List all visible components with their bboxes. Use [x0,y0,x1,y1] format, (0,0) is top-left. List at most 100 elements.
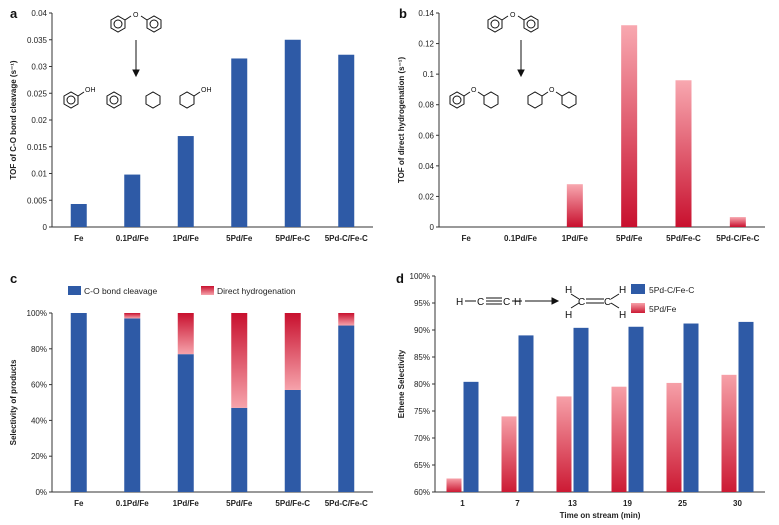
c-ytick-label: 20% [31,452,47,461]
chem-label-d-c2: C [503,297,510,308]
d-category-label: 25 [678,499,687,508]
b-category-label: 1Pd/Fe [562,234,589,243]
a-category-label: Fe [74,234,84,243]
chem-label-d-h1: H [456,297,463,308]
c-ytick-label: 100% [27,309,47,318]
d-bar-5pd-c-fe-c [738,321,754,492]
c-bar-hydrogenation-segment [284,313,301,390]
d-legend-swatch-5pd-c-fe-c [631,284,645,294]
d-bar-5pd-c-fe-c [628,326,644,492]
a-bar-cleavage [177,136,194,227]
a-ytick-label: 0.04 [31,9,47,18]
chem-label-a-o: O [133,12,139,19]
chem-label-b-o1: O [510,12,516,19]
a-y-axis-title: TOF of C-O bond cleavage (s⁻¹) [9,60,18,180]
panel-label-a: a [10,6,18,21]
a-bar-cleavage [124,174,141,227]
c-ytick-label: 40% [31,416,47,425]
c-bar-cleavage-segment [70,313,87,492]
a-ytick-label: 0.035 [27,36,48,45]
a-category-label: 0.1Pd/Fe [116,234,149,243]
d-bar-5pd-fe [446,478,462,492]
b-category-label: 5Pd/Fe [616,234,643,243]
c-bar-cleavage-segment [231,407,248,492]
d-bar-5pd-fe [666,382,682,492]
c-bar-hydrogenation-segment [177,313,194,355]
d-x-axis-title: Time on stream (min) [560,511,641,520]
b-ytick-label: 0.1 [423,70,435,79]
b-ytick-label: 0.04 [418,162,434,171]
c-bar-hydrogenation-segment [231,313,248,408]
c-ytick-label: 60% [31,381,47,390]
b-bar-hydrogenation [566,184,583,227]
c-ytick-label: 0% [35,488,47,497]
d-category-label: 30 [733,499,742,508]
b-y-axis-title: TOF of direct hydrogenation (s⁻¹) [397,57,406,184]
a-ytick-label: 0.005 [27,196,48,205]
a-ytick-label: 0 [43,223,48,232]
c-bar-hydrogenation-segment [338,313,355,326]
a-bar-cleavage [338,54,355,228]
chem-label-d-h5: H [619,285,626,296]
b-category-label: 5Pd-C/Fe-C [716,234,759,243]
d-bar-5pd-c-fe-c [518,335,534,492]
chem-label-d-c4: C [604,297,611,308]
c-bar-cleavage-segment [124,318,141,492]
c-bar-cleavage-segment [284,389,301,492]
a-category-label: 5Pd/Fe-C [275,234,310,243]
a-category-label: 5Pd-C/Fe-C [325,234,368,243]
d-category-label: 7 [515,499,520,508]
b-bar-hydrogenation [621,25,638,227]
c-ytick-label: 80% [31,345,47,354]
b-category-label: 5Pd/Fe-C [666,234,701,243]
d-category-label: 19 [623,499,632,508]
d-bar-5pd-fe [721,374,737,492]
d-bar-5pd-fe [611,386,627,492]
d-ytick-label: 90% [414,326,430,335]
chem-label-b-o3: O [549,87,555,94]
chart-panel-d: 60% 65% 70% 75% 80% 85% 90% 95% 100% 1 7 13 19 25 30 Et… [397,272,765,520]
b-category-label: 0.1Pd/Fe [504,234,537,243]
d-category-label: 13 [568,499,577,508]
b-ytick-label: 0.14 [418,9,434,18]
a-category-label: 5Pd/Fe [226,234,253,243]
b-ytick-label: 0.06 [418,131,434,140]
a-bar-cleavage [284,39,301,227]
d-bar-5pd-c-fe-c [683,323,699,492]
chem-label-d-c3: C [578,297,585,308]
reaction-scheme-b [449,15,577,109]
a-ytick-label: 0.015 [27,143,48,152]
chart-panel-c: 0% 20% 40% 60% 80% 100% Fe 0.1Pd/Fe 1Pd/Fe 5Pd/Fe… [9,286,373,508]
d-y-axis-title: Ethene Selectivity [397,349,406,418]
d-bar-5pd-fe [556,396,572,492]
a-ytick-label: 0.03 [31,63,47,72]
c-legend-label-hydrogenation: Direct hydrogenation [217,286,296,296]
a-ytick-label: 0.02 [31,116,47,125]
chem-label-d-h6: H [619,310,626,321]
c-category-label: 5Pd-C/Fe-C [325,499,368,508]
a-bar-cleavage [70,203,87,227]
c-bar-hydrogenation-segment [124,313,141,319]
d-legend-swatch-5pd-fe [631,303,645,313]
a-bar-cleavage [231,58,248,227]
c-category-label: Fe [74,499,84,508]
d-bar-5pd-c-fe-c [463,381,479,492]
a-ytick-label: 0.01 [31,170,47,179]
chem-label-d-c1: C [477,297,484,308]
d-ytick-label: 60% [414,488,430,497]
chem-label-a-oh2: OH [201,87,212,94]
a-category-label: 1Pd/Fe [173,234,200,243]
d-legend-label-5pd-fe: 5Pd/Fe [649,304,677,314]
b-ytick-label: 0.02 [418,192,434,201]
chart-panel-a: 0 0.005 0.01 0.015 0.02 0.025 0.03 0.035 0.04 Fe 0… [9,9,373,243]
d-legend-label-5pd-c-fe-c: 5Pd-C/Fe-C [649,285,694,295]
c-category-label: 5Pd/Fe [226,499,253,508]
c-legend-label-cleavage: C-O bond cleavage [84,286,158,296]
b-ytick-label: 0.12 [418,40,434,49]
c-y-axis-title: Selectivity of products [9,359,18,445]
chem-label-d-h3: H [565,285,572,296]
chem-label-d-h4: H [565,310,572,321]
chart-panel-b: 0 0.02 0.04 0.06 0.08 0.1 0.12 0.14 Fe 0.1Pd/Fe 1P… [397,9,765,243]
d-ytick-label: 80% [414,380,430,389]
